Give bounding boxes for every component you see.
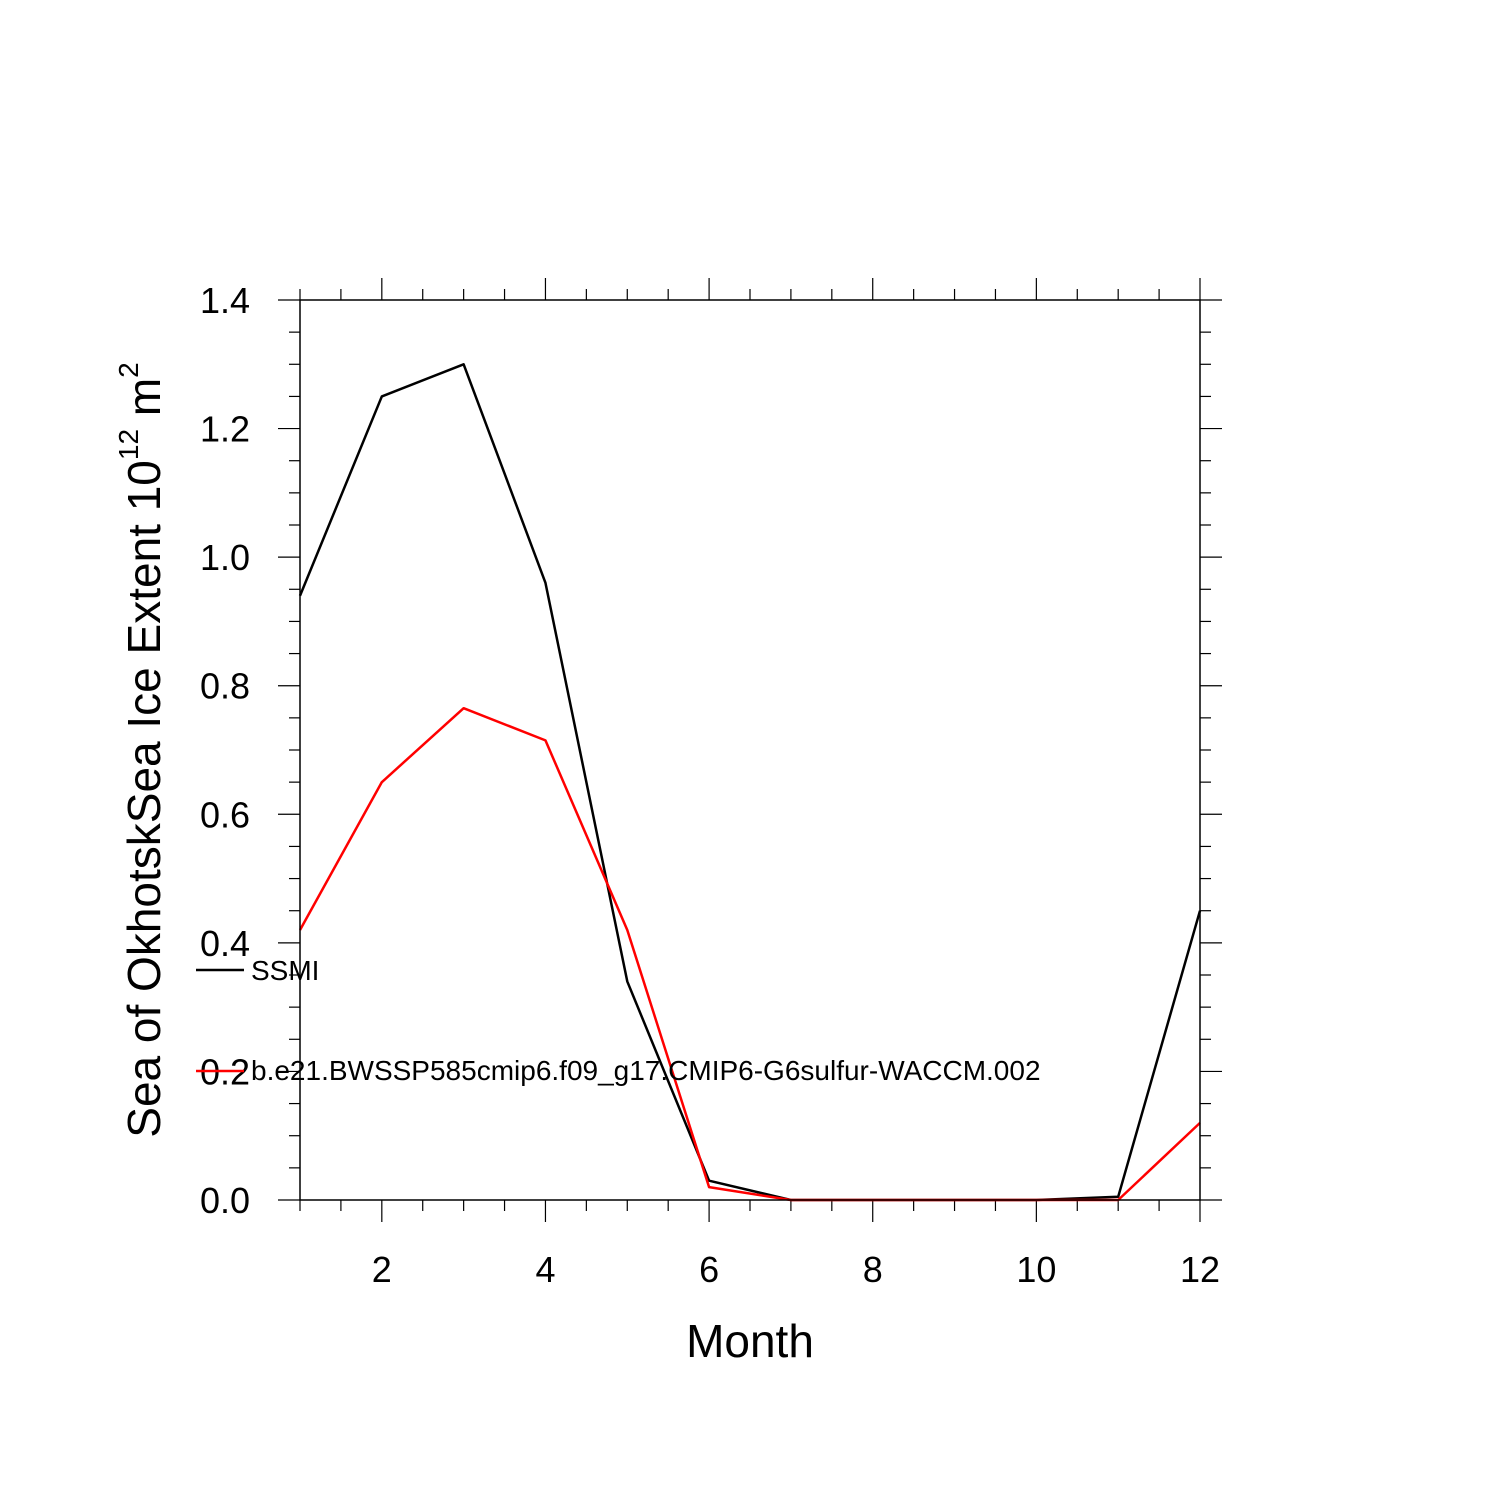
y-axis-title-unit-exponent: 2 — [113, 362, 144, 378]
y-axis-title: Sea of OkhotskSea Ice Extent 1012 m2 — [113, 362, 170, 1137]
legend-label-model: b.e21.BWSSP585cmip6.f09_g17.CMIP6-G6sulf… — [251, 1055, 1041, 1086]
y-tick-label: 0.8 — [200, 666, 250, 707]
y-tick-label: 1.2 — [200, 409, 250, 450]
y-axis-title-unit — [118, 416, 170, 429]
x-tick-label: 6 — [699, 1249, 719, 1290]
y-tick-label: 0.0 — [200, 1180, 250, 1221]
y-axis-title-unit-name: m — [118, 378, 170, 416]
x-tick-label: 12 — [1180, 1249, 1220, 1290]
legend-label-ssmi: SSMI — [251, 955, 319, 986]
x-axis-title: Month — [686, 1315, 814, 1367]
y-tick-label: 1.4 — [200, 280, 250, 321]
x-tick-label: 2 — [372, 1249, 392, 1290]
y-axis-title-exponent: 12 — [113, 429, 144, 460]
y-tick-label: 0.4 — [200, 923, 250, 964]
axis-ticks — [278, 278, 1222, 1222]
x-tick-label: 8 — [863, 1249, 883, 1290]
series-line-model — [298, 706, 1201, 1202]
y-tick-label: 0.6 — [200, 794, 250, 835]
y-tick-labels: 0.00.20.40.60.81.01.21.4 — [200, 280, 250, 1221]
x-tick-label: 10 — [1016, 1249, 1056, 1290]
y-axis-title-main: Sea of OkhotskSea Ice Extent 10 — [118, 460, 170, 1138]
y-tick-label: 1.0 — [200, 537, 250, 578]
x-tick-labels: 2 4 6 8 10 12 — [372, 1249, 1220, 1290]
plot-frame — [299, 299, 1201, 1201]
legend: SSMI b.e21.BWSSP585cmip6.f09_g17.CMIP6-G… — [196, 955, 1041, 1086]
x-tick-label: 4 — [535, 1249, 555, 1290]
